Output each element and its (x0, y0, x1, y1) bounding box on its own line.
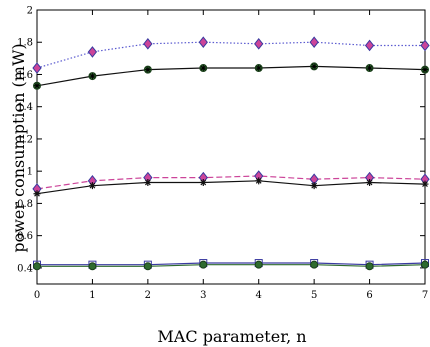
circle-marker (421, 260, 429, 269)
plot-frame (36, 9, 426, 285)
x-axis-title: MAC parameter, n (157, 327, 306, 346)
series-layer (32, 36, 430, 271)
star-marker (33, 190, 41, 198)
y-tick-label: 0.6 (17, 231, 33, 242)
star-marker (366, 65, 373, 72)
series-line (36, 65, 426, 87)
circle-marker (310, 260, 319, 269)
y-tick-label: 1.2 (17, 134, 33, 145)
star-marker (34, 82, 40, 89)
x-tick-labels: 0 1 2 3 4 5 6 7 (34, 290, 428, 301)
circle-marker (365, 262, 374, 271)
x-tick-label: 1 (89, 290, 95, 301)
diamond-marker (32, 62, 42, 74)
star-marker (421, 180, 429, 188)
series-line (36, 175, 426, 190)
y-tick-label: 1.4 (17, 102, 33, 113)
star-marker (89, 73, 96, 80)
star-marker (422, 66, 428, 73)
circle-marker (88, 262, 97, 271)
series-0 (32, 36, 430, 74)
y-tick-label: 1.8 (17, 38, 33, 49)
y-tick-label: 1.6 (17, 70, 33, 81)
y-tick-labels: 0.4 0.6 0.8 1 1.2 1.4 1.6 1.8 2 (17, 6, 33, 275)
circle-marker (199, 260, 208, 269)
x-tick-label: 6 (366, 290, 372, 301)
y-tick-label: 2 (27, 6, 33, 17)
star-marker (144, 178, 152, 186)
series-line (36, 41, 425, 69)
y-tick-label: 0.8 (17, 199, 33, 210)
series-3 (33, 177, 429, 198)
star-marker (199, 178, 207, 186)
x-tick-label: 2 (145, 290, 151, 301)
diamond-marker (254, 38, 264, 50)
star-marker (88, 182, 96, 190)
x-tick-label: 3 (200, 290, 206, 301)
diamond-marker (420, 39, 430, 52)
star-marker (255, 65, 262, 72)
series-1 (33, 62, 429, 90)
x-tick-label: 0 (34, 290, 40, 301)
series-5 (33, 260, 429, 271)
diamond-marker (143, 38, 153, 50)
circle-marker (143, 262, 152, 271)
series-line (36, 180, 426, 195)
series-line (37, 264, 426, 267)
star-marker (255, 177, 263, 185)
diamond-marker (87, 46, 98, 58)
circle-marker (254, 260, 263, 269)
x-tick-label: 7 (422, 290, 428, 301)
circle-marker (33, 262, 41, 271)
x-tick-label: 4 (256, 290, 262, 301)
series-line (37, 262, 426, 266)
star-marker (200, 65, 207, 72)
star-marker (310, 182, 318, 190)
diamond-marker (309, 36, 319, 49)
star-marker (366, 178, 374, 186)
y-axis-title: power consumption (mW) (9, 43, 28, 252)
star-marker (144, 66, 151, 73)
y-tick-label: 1 (27, 167, 33, 178)
diamond-marker (364, 39, 375, 52)
star-marker (311, 63, 318, 70)
x-tick-label: 5 (311, 290, 317, 301)
diamond-marker (198, 36, 208, 49)
y-tick-label: 0.4 (17, 263, 33, 274)
